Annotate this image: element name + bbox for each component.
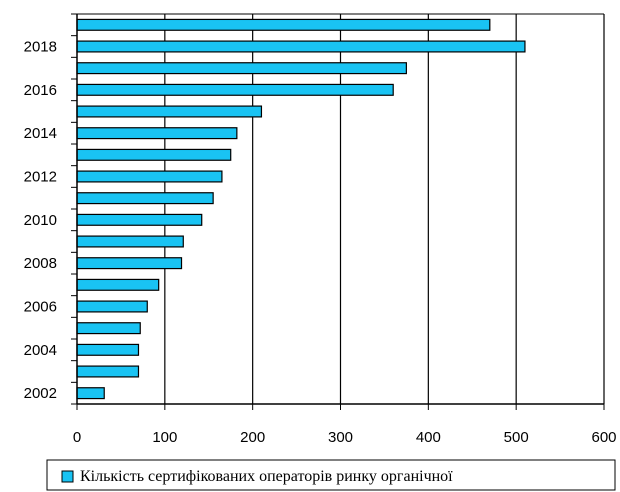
legend: Кількість сертифікованих операторів ринк… bbox=[46, 459, 616, 491]
bar-2004 bbox=[76, 343, 140, 356]
bar-2012 bbox=[76, 170, 223, 183]
bar-2014 bbox=[76, 127, 238, 140]
bars bbox=[76, 18, 526, 400]
bar-2009 bbox=[76, 235, 184, 248]
bar-2015 bbox=[76, 105, 263, 118]
x-tick-label: 100 bbox=[152, 429, 177, 446]
x-tick-labels: 0 100 200 300 400 500 600 bbox=[73, 429, 617, 446]
x-tick-label: 200 bbox=[240, 429, 265, 446]
bar-2017 bbox=[76, 62, 407, 75]
x-tick-label: 400 bbox=[416, 429, 441, 446]
bar-2011 bbox=[76, 192, 214, 205]
y-tick-label: 2006 bbox=[24, 299, 57, 316]
bar-2003 bbox=[76, 365, 140, 378]
y-tick-label: 2018 bbox=[24, 39, 57, 56]
bar-2007 bbox=[76, 278, 160, 291]
bar-2016 bbox=[76, 83, 394, 96]
y-tick-labels: 2002 2004 2006 2008 2010 2012 2014 2016 2018 bbox=[24, 39, 57, 403]
bar-2008 bbox=[76, 257, 183, 270]
x-tick-label: 600 bbox=[591, 429, 616, 446]
legend-frame bbox=[46, 459, 616, 491]
bar-2010 bbox=[76, 213, 203, 226]
legend-label: Кількість сертифікованих операторів ринк… bbox=[80, 468, 453, 485]
legend-swatch bbox=[61, 470, 74, 483]
y-tick-label: 2004 bbox=[24, 342, 57, 359]
gridlines bbox=[164, 14, 605, 404]
x-tick-label: 300 bbox=[328, 429, 353, 446]
x-tick-label: 500 bbox=[504, 429, 529, 446]
y-tick-label: 2014 bbox=[24, 125, 57, 142]
bar-2013 bbox=[76, 148, 232, 161]
bar-2002 bbox=[76, 387, 105, 400]
y-tick-label: 2012 bbox=[24, 169, 57, 186]
bar-2019 bbox=[76, 18, 491, 31]
x-tick-label: 0 bbox=[73, 429, 81, 446]
y-tick-label: 2008 bbox=[24, 255, 57, 272]
y-tick-label: 2016 bbox=[24, 82, 57, 99]
bar-2018 bbox=[76, 40, 526, 53]
bar-2005 bbox=[76, 322, 141, 335]
y-tick-label: 2010 bbox=[24, 212, 57, 229]
axes bbox=[71, 13, 605, 410]
bar-2006 bbox=[76, 300, 148, 313]
y-tick-label: 2002 bbox=[24, 385, 57, 402]
